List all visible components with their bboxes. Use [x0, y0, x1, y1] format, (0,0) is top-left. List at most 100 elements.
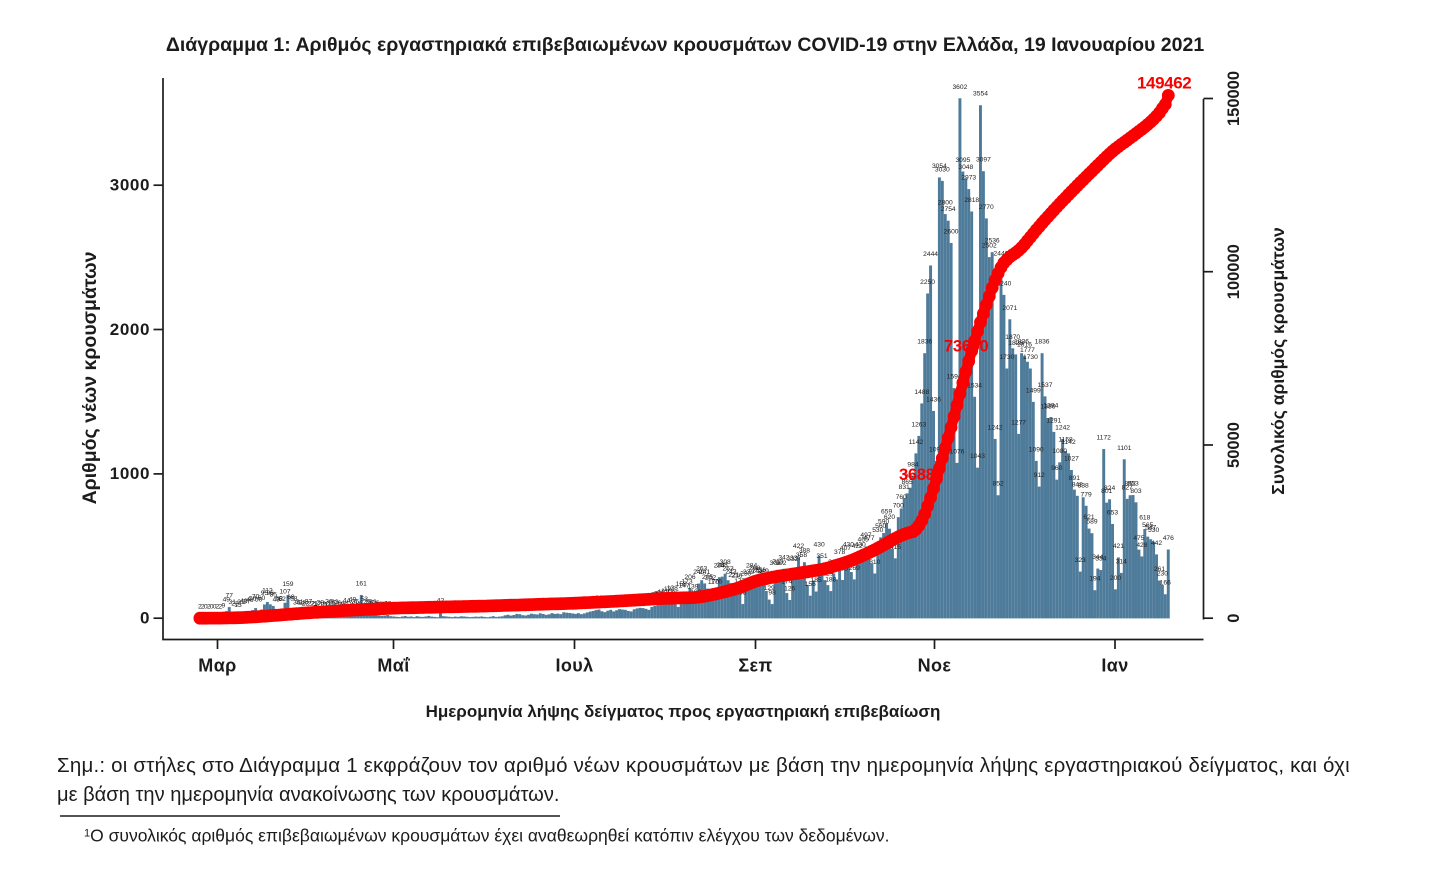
svg-text:0: 0 — [140, 609, 150, 628]
svg-text:31: 31 — [228, 599, 236, 606]
svg-text:174: 174 — [781, 579, 792, 586]
svg-text:Σημ.: οι στήλες στο Διάγραμμα: Σημ.: οι στήλες στο Διάγραμμα 1 εκφράζου… — [57, 754, 1350, 777]
svg-text:241: 241 — [699, 569, 710, 576]
svg-text:852: 852 — [993, 481, 1004, 488]
svg-text:107: 107 — [279, 588, 290, 595]
svg-text:2250: 2250 — [920, 279, 935, 286]
svg-text:Συνολικός αριθμός κρουσμάτων: Συνολικός αριθμός κρουσμάτων — [1268, 227, 1288, 495]
svg-text:1499: 1499 — [1026, 387, 1041, 394]
svg-text:1836: 1836 — [1014, 339, 1029, 346]
svg-text:13: 13 — [234, 602, 242, 609]
svg-text:221: 221 — [728, 572, 739, 579]
svg-text:139: 139 — [687, 584, 698, 591]
svg-text:77: 77 — [225, 593, 233, 600]
svg-text:530: 530 — [1148, 527, 1159, 534]
svg-text:984: 984 — [907, 462, 918, 469]
svg-text:35: 35 — [352, 599, 360, 606]
svg-text:185: 185 — [811, 577, 822, 584]
svg-text:216: 216 — [731, 573, 742, 580]
svg-text:1Ο συνολικός αριθμός επιβεβαιω: 1Ο συνολικός αριθμός επιβεβαιωμένων κρου… — [84, 826, 890, 846]
svg-text:25: 25 — [328, 600, 336, 607]
svg-text:202: 202 — [705, 575, 716, 582]
svg-text:20: 20 — [322, 601, 330, 608]
svg-text:310: 310 — [869, 559, 880, 566]
svg-text:58: 58 — [275, 595, 283, 602]
svg-text:2754: 2754 — [941, 206, 956, 213]
svg-text:378: 378 — [834, 549, 845, 556]
svg-text:337: 337 — [790, 555, 801, 562]
svg-text:388: 388 — [799, 548, 810, 555]
svg-text:589: 589 — [1086, 519, 1097, 526]
svg-text:129: 129 — [764, 585, 775, 592]
svg-text:1027: 1027 — [1064, 456, 1079, 463]
svg-text:618: 618 — [1139, 515, 1150, 522]
svg-text:303: 303 — [770, 560, 781, 567]
svg-text:530: 530 — [872, 527, 883, 534]
svg-text:1090: 1090 — [1029, 446, 1044, 453]
svg-text:31: 31 — [296, 599, 304, 606]
svg-text:170: 170 — [708, 579, 719, 586]
svg-text:52: 52 — [278, 596, 286, 603]
svg-text:865: 865 — [902, 479, 913, 486]
svg-text:28: 28 — [299, 600, 307, 607]
svg-text:230: 230 — [1157, 571, 1168, 578]
svg-text:1242: 1242 — [988, 424, 1003, 431]
svg-text:801: 801 — [1101, 488, 1112, 495]
svg-text:334: 334 — [1095, 556, 1106, 563]
svg-text:2818: 2818 — [964, 197, 979, 204]
svg-text:33: 33 — [331, 599, 339, 606]
svg-text:2502: 2502 — [982, 243, 997, 250]
svg-text:2973: 2973 — [961, 175, 976, 182]
svg-text:313: 313 — [772, 559, 783, 566]
svg-text:2800: 2800 — [938, 200, 953, 207]
svg-text:268: 268 — [749, 565, 760, 572]
svg-text:με βάση την ημερομηνία ανακοίν: με βάση την ημερομηνία ανακοίνωσης των κ… — [57, 784, 559, 806]
svg-text:173: 173 — [681, 579, 692, 586]
svg-text:26: 26 — [334, 600, 342, 607]
svg-text:53: 53 — [360, 596, 368, 603]
svg-text:37: 37 — [243, 598, 251, 605]
svg-text:653: 653 — [1107, 510, 1118, 517]
svg-text:Ιουλ: Ιουλ — [555, 656, 593, 676]
svg-text:Μαρ: Μαρ — [198, 656, 236, 676]
svg-text:Αριθμός νέων κρουσμάτων: Αριθμός νέων κρουσμάτων — [79, 252, 101, 505]
svg-text:288: 288 — [717, 562, 728, 569]
svg-text:58: 58 — [290, 595, 298, 602]
svg-text:37: 37 — [305, 598, 313, 605]
svg-text:188: 188 — [825, 577, 836, 584]
svg-text:243: 243 — [725, 569, 736, 576]
svg-text:3030: 3030 — [935, 166, 950, 173]
svg-text:1142: 1142 — [909, 439, 924, 446]
svg-text:430: 430 — [843, 542, 854, 549]
svg-text:28: 28 — [316, 600, 324, 607]
svg-text:2448: 2448 — [994, 250, 1009, 257]
svg-text:422: 422 — [793, 543, 804, 550]
svg-text:159: 159 — [282, 581, 293, 588]
svg-text:342: 342 — [778, 554, 789, 561]
svg-text:475: 475 — [1133, 535, 1144, 542]
svg-text:2: 2 — [201, 603, 205, 610]
svg-text:249: 249 — [758, 568, 769, 575]
svg-text:590: 590 — [878, 519, 889, 526]
svg-text:Νοε: Νοε — [918, 656, 952, 676]
svg-text:803: 803 — [1130, 488, 1141, 495]
svg-text:230: 230 — [740, 571, 751, 578]
svg-text:620: 620 — [884, 514, 895, 521]
svg-text:251: 251 — [752, 568, 763, 575]
svg-text:1488: 1488 — [914, 389, 929, 396]
svg-text:1537: 1537 — [1038, 382, 1053, 389]
svg-text:1534: 1534 — [967, 382, 982, 389]
svg-text:269: 269 — [849, 565, 860, 572]
svg-text:1242: 1242 — [1055, 424, 1070, 431]
svg-text:477: 477 — [863, 535, 874, 542]
svg-text:1043: 1043 — [970, 453, 985, 460]
svg-text:70: 70 — [252, 594, 260, 601]
svg-text:302: 302 — [775, 560, 786, 567]
svg-text:50000: 50000 — [1225, 422, 1243, 468]
svg-text:256: 256 — [755, 567, 766, 574]
svg-text:344: 344 — [1092, 554, 1103, 561]
svg-text:1836: 1836 — [1035, 339, 1050, 346]
svg-text:1080: 1080 — [1052, 448, 1067, 455]
svg-text:Ιαν: Ιαν — [1101, 656, 1128, 676]
svg-text:700: 700 — [893, 503, 904, 510]
